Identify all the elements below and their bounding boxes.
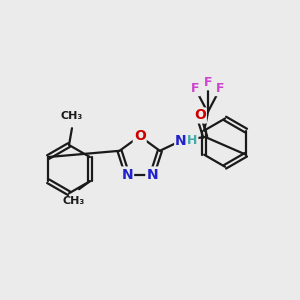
Text: O: O — [194, 109, 206, 122]
Text: CH₃: CH₃ — [63, 196, 85, 206]
Text: N: N — [146, 167, 158, 182]
Text: N: N — [175, 134, 187, 148]
Text: CH₃: CH₃ — [61, 111, 83, 121]
Text: F: F — [216, 82, 224, 95]
Text: F: F — [203, 76, 212, 89]
Text: N: N — [122, 167, 133, 182]
Text: H: H — [187, 134, 197, 147]
Text: O: O — [134, 129, 146, 143]
Text: F: F — [191, 82, 200, 95]
